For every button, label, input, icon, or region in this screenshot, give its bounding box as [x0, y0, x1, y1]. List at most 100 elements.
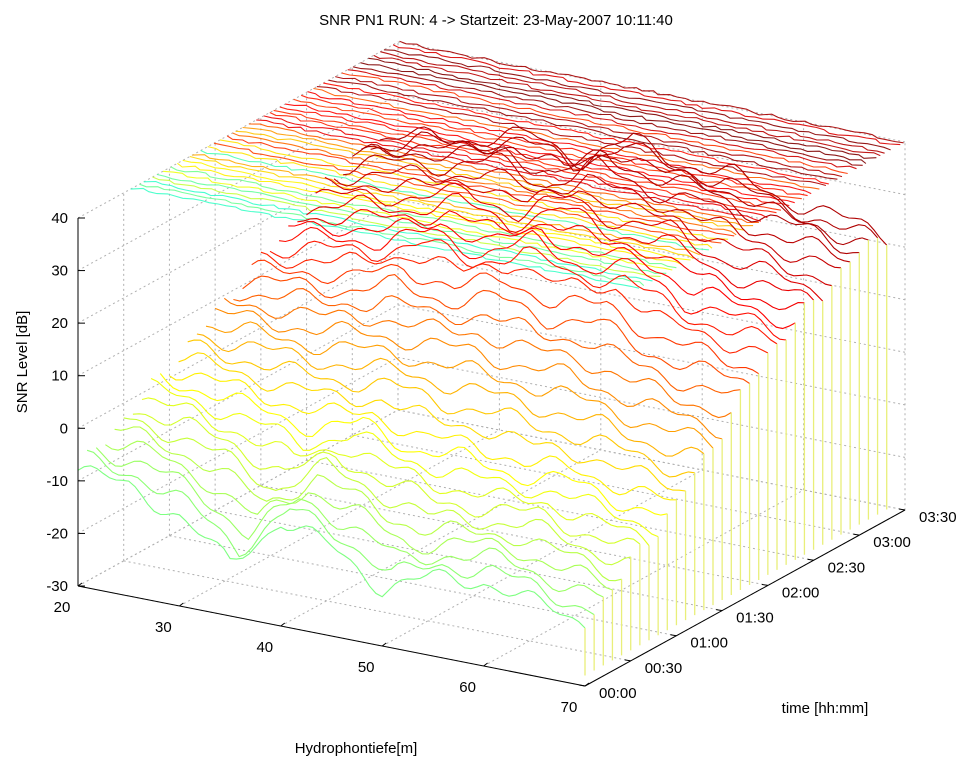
- contour-line: [368, 57, 877, 159]
- x-tick-label: 20: [54, 599, 71, 616]
- profile-line: [132, 413, 641, 545]
- z-tick-label: 0: [60, 420, 68, 437]
- profile-curve: [288, 217, 796, 560]
- x-tick: [179, 602, 184, 607]
- profile-line: [306, 192, 815, 301]
- grid-line-depth: [483, 122, 805, 667]
- contour-line: [256, 119, 762, 222]
- profile-line: [279, 226, 787, 341]
- profile-line: [214, 307, 723, 440]
- contour-line: [273, 109, 782, 211]
- contour-line: [242, 126, 754, 227]
- profile-curve: [150, 378, 659, 636]
- contour-line: [316, 86, 827, 187]
- x-tick-label: 70: [561, 699, 578, 716]
- profile-curve: [233, 288, 742, 590]
- contour-line: [143, 180, 653, 282]
- z-tick-label: -20: [46, 525, 68, 542]
- profile-line: [315, 182, 824, 302]
- profile-curve: [324, 176, 833, 540]
- contour-line: [152, 176, 661, 277]
- profile-curve: [333, 164, 842, 535]
- profile-curve: [114, 426, 623, 656]
- contour-line: [200, 150, 709, 251]
- profile-line: [288, 217, 796, 330]
- profile-curve: [178, 352, 687, 621]
- grid-line-z: [77, 251, 906, 429]
- y-tick: [624, 659, 631, 662]
- profile-line: [123, 417, 631, 566]
- contour-line: [323, 82, 829, 185]
- grid-line-time-floor: [169, 535, 677, 637]
- profile-line: [77, 465, 586, 629]
- profile-curve: [343, 151, 851, 530]
- contour-line: [392, 44, 901, 146]
- x-axis-label: Hydrophontiefe[m]: [295, 740, 418, 757]
- y-tick: [578, 684, 586, 687]
- profile-line: [178, 352, 686, 492]
- contour-line: [170, 166, 677, 269]
- contour-line: [156, 173, 667, 274]
- axes-frame: [77, 218, 906, 687]
- z-tick-label: -10: [46, 473, 68, 490]
- axis-ticks: -30 -20 -10 0 10 20 30 40 20 30 40 50 60 70 00:00 00:30…: [46, 210, 956, 716]
- contour-line: [313, 87, 820, 190]
- y-axis-label: time [hh:mm]: [782, 700, 869, 717]
- y-tick: [807, 558, 814, 561]
- profile-line: [159, 373, 668, 516]
- grid-line-time-floor: [352, 434, 860, 536]
- grid-line-depth: [77, 42, 399, 587]
- x-tick: [77, 582, 83, 587]
- profile-line: [223, 297, 732, 419]
- x-tick-label: 40: [256, 639, 273, 656]
- grid-line-time-floor: [306, 459, 814, 561]
- contour-line: [285, 103, 795, 204]
- grid-line-time-floor: [397, 409, 906, 511]
- profile-curve: [205, 321, 714, 606]
- profile-curve: [77, 465, 586, 676]
- contour-line: [177, 162, 683, 266]
- contour-line: [293, 98, 802, 200]
- profile-curve: [260, 251, 769, 575]
- contour-line: [399, 40, 904, 144]
- contour-line: [248, 123, 759, 224]
- z-tick-label: 40: [51, 210, 68, 227]
- grid-line-time-floor: [215, 510, 723, 612]
- contour-line: [232, 132, 737, 236]
- x-tick-label: 50: [358, 659, 375, 676]
- profile-curve: [251, 259, 760, 580]
- y-tick: [898, 508, 906, 511]
- x-tick: [280, 622, 286, 627]
- profile-curve: [223, 297, 732, 596]
- profile-curve: [306, 192, 815, 550]
- contour-line: [347, 69, 857, 170]
- contour-line: [307, 91, 812, 195]
- z-tick-label: -30: [46, 578, 68, 595]
- profile-curve: [279, 226, 787, 565]
- y-tick-label: 01:00: [690, 635, 728, 652]
- contour-line: [373, 54, 881, 157]
- profile-curve: [315, 182, 824, 545]
- profile-line: [251, 259, 759, 375]
- y-tick-label: 02:00: [782, 584, 820, 601]
- y-tick: [761, 583, 768, 586]
- profile-line: [269, 239, 778, 345]
- profile-curve: [141, 397, 650, 641]
- grid-line-time-floor: [123, 560, 631, 662]
- x-tick-label: 30: [155, 619, 172, 636]
- contour-line: [139, 183, 645, 287]
- y-tick-label: 00:30: [645, 660, 683, 677]
- z-tick-label: 20: [51, 315, 68, 332]
- profile-curve: [297, 208, 806, 555]
- contour-line: [213, 142, 722, 244]
- contour-line: [269, 112, 777, 214]
- snr-profiles: [77, 126, 888, 676]
- profile-line: [141, 397, 650, 546]
- grid-line-z: [77, 409, 906, 587]
- y-axis-line: [584, 509, 906, 687]
- contour-line: [360, 62, 867, 164]
- profile-line: [324, 176, 833, 287]
- profile-curve: [132, 413, 641, 646]
- contour-line: [335, 76, 843, 178]
- contour-line: [380, 51, 885, 154]
